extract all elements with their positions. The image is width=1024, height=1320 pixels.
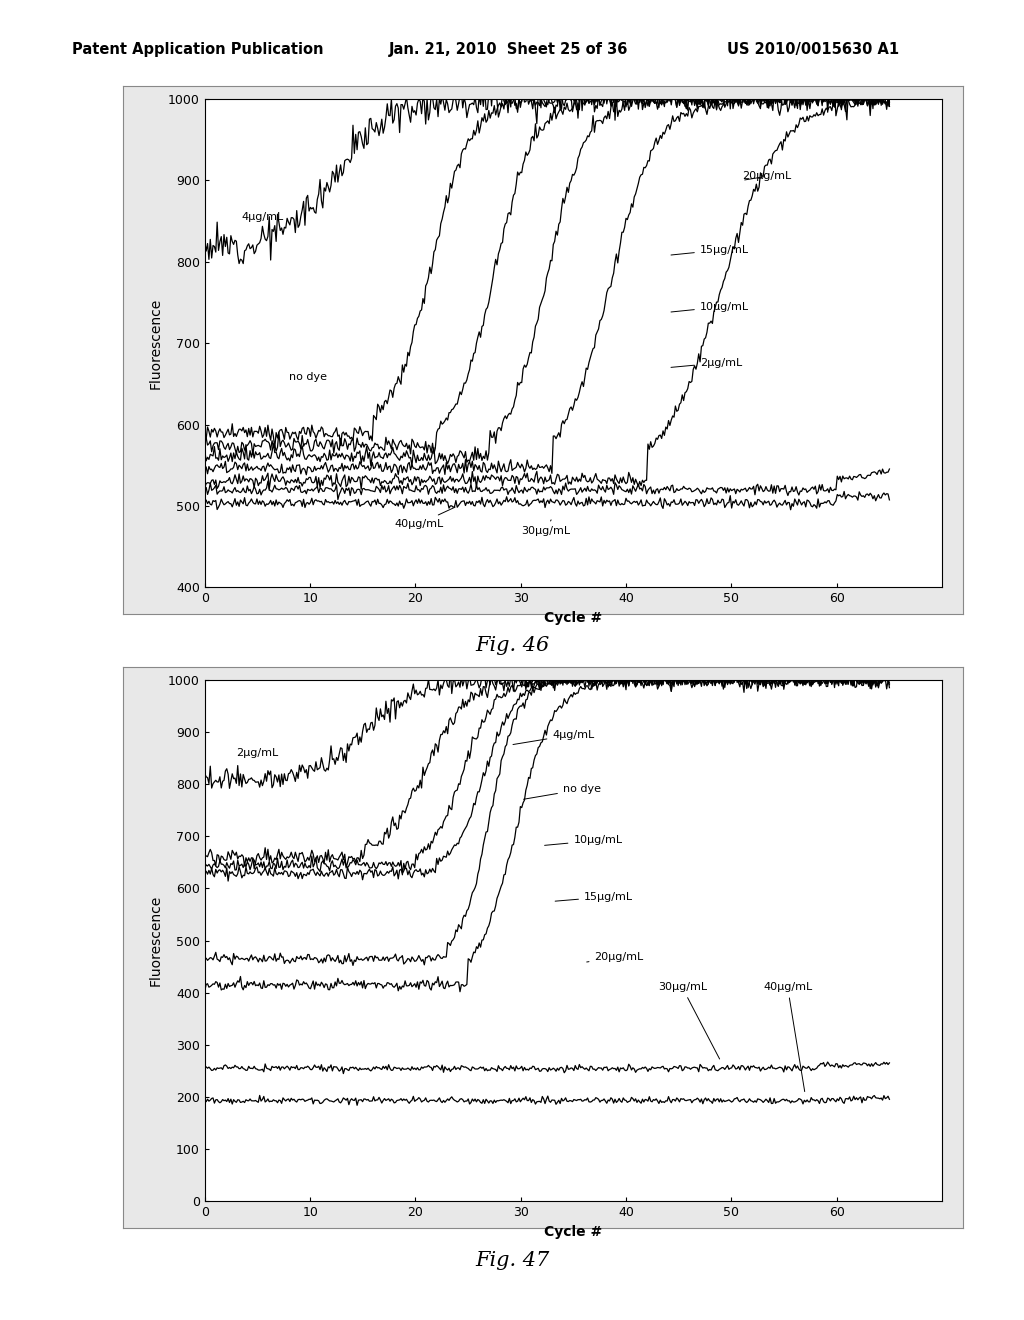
Text: 4μg/mL: 4μg/mL xyxy=(513,730,595,744)
Text: no dye: no dye xyxy=(523,784,601,799)
X-axis label: Cycle #: Cycle # xyxy=(545,1225,602,1238)
Text: 10μg/mL: 10μg/mL xyxy=(671,301,749,312)
Text: 10μg/mL: 10μg/mL xyxy=(545,836,623,845)
Text: 40μg/mL: 40μg/mL xyxy=(394,507,455,529)
Text: Fig. 46: Fig. 46 xyxy=(475,636,549,655)
Y-axis label: Fluorescence: Fluorescence xyxy=(148,895,163,986)
Text: 20μg/mL: 20μg/mL xyxy=(742,172,792,181)
Text: 20μg/mL: 20μg/mL xyxy=(587,952,644,962)
Text: 2μg/mL: 2μg/mL xyxy=(237,748,279,758)
Text: 30μg/mL: 30μg/mL xyxy=(521,520,570,536)
Text: 15μg/mL: 15μg/mL xyxy=(555,892,633,902)
Text: 40μg/mL: 40μg/mL xyxy=(763,982,812,1092)
Text: no dye: no dye xyxy=(289,372,327,383)
Text: 4μg/mL: 4μg/mL xyxy=(242,213,284,222)
Text: Patent Application Publication: Patent Application Publication xyxy=(72,42,324,57)
Y-axis label: Fluorescence: Fluorescence xyxy=(148,297,163,389)
Text: 2μg/mL: 2μg/mL xyxy=(671,358,742,368)
Text: 15μg/mL: 15μg/mL xyxy=(671,244,749,255)
Text: Jan. 21, 2010  Sheet 25 of 36: Jan. 21, 2010 Sheet 25 of 36 xyxy=(389,42,629,57)
X-axis label: Cycle #: Cycle # xyxy=(545,611,602,624)
Text: US 2010/0015630 A1: US 2010/0015630 A1 xyxy=(727,42,899,57)
Text: Fig. 47: Fig. 47 xyxy=(475,1251,549,1270)
Text: 30μg/mL: 30μg/mL xyxy=(657,982,720,1059)
